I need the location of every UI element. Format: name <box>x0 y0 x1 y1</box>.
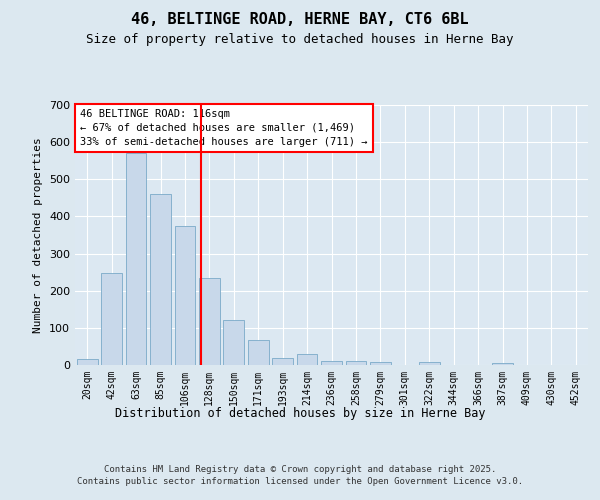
Bar <box>296 354 317 365</box>
Text: Size of property relative to detached houses in Herne Bay: Size of property relative to detached ho… <box>86 32 514 46</box>
Bar <box>321 360 342 365</box>
Text: Distribution of detached houses by size in Herne Bay: Distribution of detached houses by size … <box>115 408 485 420</box>
Bar <box>175 226 196 365</box>
Bar <box>248 340 269 365</box>
Bar <box>199 278 220 365</box>
Bar <box>346 362 367 365</box>
Text: 46, BELTINGE ROAD, HERNE BAY, CT6 6BL: 46, BELTINGE ROAD, HERNE BAY, CT6 6BL <box>131 12 469 28</box>
Bar <box>101 273 122 365</box>
Bar <box>370 362 391 365</box>
Bar <box>77 360 98 365</box>
Bar <box>419 362 440 365</box>
Bar <box>125 154 146 365</box>
Bar <box>150 194 171 365</box>
Y-axis label: Number of detached properties: Number of detached properties <box>34 137 43 333</box>
Text: 46 BELTINGE ROAD: 116sqm
← 67% of detached houses are smaller (1,469)
33% of sem: 46 BELTINGE ROAD: 116sqm ← 67% of detach… <box>80 109 368 147</box>
Text: Contains HM Land Registry data © Crown copyright and database right 2025.: Contains HM Land Registry data © Crown c… <box>104 465 496 474</box>
Bar <box>272 358 293 365</box>
Bar <box>492 363 513 365</box>
Bar <box>223 320 244 365</box>
Text: Contains public sector information licensed under the Open Government Licence v3: Contains public sector information licen… <box>77 478 523 486</box>
